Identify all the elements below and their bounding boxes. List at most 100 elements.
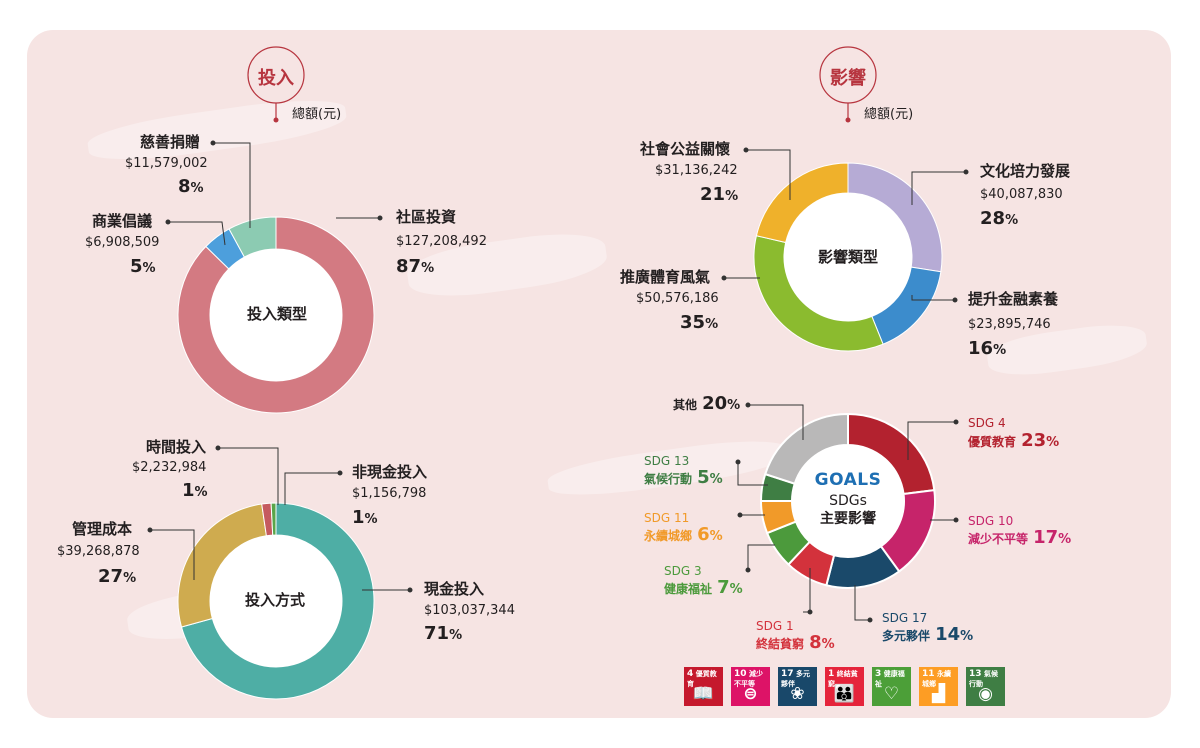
- center-label-input-method: 投入方式: [244, 591, 305, 609]
- sdg-tile-icon: 📖: [692, 684, 715, 704]
- donut-sdg-impact: [759, 412, 936, 589]
- leader-social: [746, 149, 791, 200]
- code-sdg17: SDG 17: [882, 611, 928, 625]
- amt-culture: $40,087,830: [980, 187, 1063, 202]
- impact-badge-circle: [819, 46, 877, 123]
- code-sdg13: SDG 13: [644, 454, 690, 468]
- leader-noncash: [284, 472, 340, 505]
- impact-badge-title: 影響: [830, 68, 866, 89]
- sdg-tile-number: 1: [828, 669, 835, 679]
- sdg-tile-number: 11: [922, 669, 935, 679]
- pct-time: 1%: [182, 480, 208, 501]
- pct-community: 87%: [396, 256, 435, 277]
- pct-finance: 16%: [968, 338, 1007, 359]
- cat-noncash: 非現金投入: [352, 463, 428, 481]
- amt-business: $6,908,509: [85, 235, 160, 250]
- cat-business: 商業倡議: [92, 212, 153, 230]
- sdg-tile-title: 11 永續城鄉: [922, 669, 955, 689]
- sdg-tile-icon: ▟: [931, 684, 946, 704]
- sdg-tile-title: 13 氣候行動: [969, 669, 1002, 689]
- amt-sport: $50,576,186: [636, 291, 719, 306]
- sdg-tile-name: 終結貧窮: [828, 670, 858, 688]
- cat-social: 社會公益關懷: [640, 140, 731, 158]
- amt-finance: $23,895,746: [968, 317, 1051, 332]
- leader-sdg13: [737, 462, 768, 486]
- unit-label-right: 總額(元): [864, 107, 914, 122]
- center-label-input-type: 投入類型: [246, 305, 307, 323]
- pct-business: 5%: [130, 256, 156, 277]
- leader-sdg3: [747, 544, 775, 570]
- sdg-tile-name: 多元夥伴: [781, 670, 810, 688]
- code-sdg10: SDG 10: [968, 514, 1014, 528]
- donut3-hole: [784, 193, 912, 321]
- donut-impact-type: [753, 162, 943, 352]
- input-badge-title: 投入: [258, 68, 294, 89]
- cat-cash: 現金投入: [424, 580, 485, 598]
- amt-social: $31,136,242: [655, 163, 738, 178]
- amt-time: $2,232,984: [132, 460, 207, 475]
- sdg-tile-number: 4: [687, 669, 694, 679]
- sdg-tile-title: 4 優質教育: [687, 669, 720, 689]
- pct-social: 21%: [700, 184, 739, 205]
- sdg-tile-name: 氣候行動: [969, 670, 998, 688]
- leader-mgmt: [150, 529, 195, 580]
- center-label-impact-type: 影響類型: [817, 248, 878, 266]
- sdg-tile-title: 1 終結貧窮: [828, 669, 861, 689]
- pct-sport: 35%: [680, 312, 719, 333]
- sdg-tile-4: 4 優質教育 📖: [684, 667, 723, 706]
- leader-time: [218, 447, 279, 505]
- sdg-tile-icon: ◉: [978, 684, 993, 704]
- sdg-tile-icon: ♡: [883, 684, 900, 704]
- leader-other: [748, 404, 804, 440]
- center-goals-logo: GOALS: [814, 470, 882, 490]
- leader-sdg4: [907, 421, 956, 460]
- sdg-tile-13: 13 氣候行動 ◉: [966, 667, 1005, 706]
- donut2-hole: [210, 535, 342, 667]
- label-sdg17: 多元夥伴 14%: [882, 624, 974, 645]
- leader-finance: [911, 295, 955, 301]
- donut1-hole: [210, 249, 342, 381]
- cat-finance: 提升金融素養: [968, 290, 1059, 308]
- sdg-tile-name: 減少不平等: [734, 670, 763, 688]
- amt-mgmt: $39,268,878: [57, 544, 140, 559]
- label-sdg3: 健康福祉 7%: [664, 577, 743, 598]
- sdg-tile-number: 10: [734, 669, 747, 679]
- cat-community: 社區投資: [396, 208, 457, 226]
- code-sdg1: SDG 1: [756, 619, 794, 633]
- amt-community: $127,208,492: [396, 234, 487, 249]
- sdg-tile-number: 13: [969, 669, 982, 679]
- center-label-main-impact: 主要影響: [820, 511, 876, 527]
- label-sdg13: 氣候行動 5%: [644, 467, 723, 488]
- amt-noncash: $1,156,798: [352, 486, 427, 501]
- leader-lines: [147, 140, 969, 623]
- sdg-tile-17: 17 多元夥伴 ❀: [778, 667, 817, 706]
- sdg-tile-10: 10 減少不平等 ⊜: [731, 667, 770, 706]
- slice-community: [177, 216, 375, 414]
- pct-charity: 8%: [178, 176, 204, 197]
- sdg-tile-icon: ❀: [790, 684, 805, 704]
- leader-charity: [213, 142, 251, 228]
- pct-culture: 28%: [980, 208, 1019, 229]
- code-sdg4: SDG 4: [968, 416, 1006, 430]
- center-label-sdgs: SDGs: [829, 493, 867, 509]
- sdg-tile-3: 3 健康福祉 ♡: [872, 667, 911, 706]
- sdg-tile-icon: 👪: [833, 684, 856, 704]
- sdg-tile-name: 永續城鄉: [922, 670, 951, 688]
- code-sdg3: SDG 3: [664, 564, 702, 578]
- label-sdg1: 終結貧窮 8%: [756, 632, 835, 653]
- pct-mgmt: 27%: [98, 566, 137, 587]
- sdg-tile-title: 17 多元夥伴: [781, 669, 814, 689]
- sdg-tile-11: 11 永續城鄉 ▟: [919, 667, 958, 706]
- code-sdg11: SDG 11: [644, 511, 690, 525]
- sdg-tile-name: 優質教育: [687, 670, 717, 688]
- sdg-tile-number: 3: [875, 669, 882, 679]
- sdg-tile-1: 1 終結貧窮 👪: [825, 667, 864, 706]
- leader-culture: [911, 171, 966, 205]
- unit-label-left: 總額(元): [292, 107, 342, 122]
- label-other: 其他 20%: [673, 393, 741, 414]
- cat-mgmt: 管理成本: [72, 520, 133, 538]
- donut-input-type: [177, 216, 375, 414]
- sdg-tile-title: 10 減少不平等: [734, 669, 767, 689]
- cat-culture: 文化培力發展: [980, 162, 1071, 180]
- label-sdg10: 減少不平等 17%: [968, 527, 1072, 548]
